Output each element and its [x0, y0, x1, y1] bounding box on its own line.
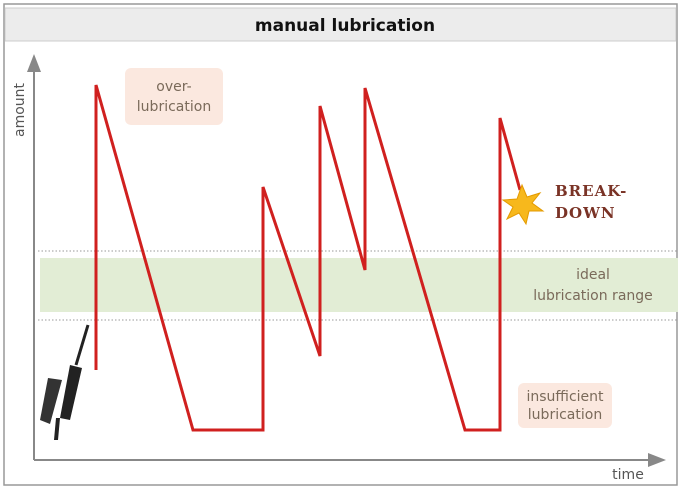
breakdown-label: DOWN	[555, 204, 616, 222]
over-label: lubrication	[137, 99, 211, 115]
over-label: over-	[156, 79, 191, 95]
x-label: time	[612, 467, 644, 483]
insufficient-label: lubrication	[528, 407, 602, 423]
breakdown-label: BREAK-	[555, 182, 627, 200]
diagram: manual lubrication amount time over- lub…	[0, 0, 681, 489]
y-label: amount	[12, 82, 28, 137]
insufficient-label: insufficient	[526, 389, 604, 405]
ideal-label: ideal	[576, 267, 610, 283]
ideal-label: lubrication range	[533, 288, 653, 304]
over-box	[125, 68, 223, 125]
title: manual lubrication	[255, 16, 435, 36]
